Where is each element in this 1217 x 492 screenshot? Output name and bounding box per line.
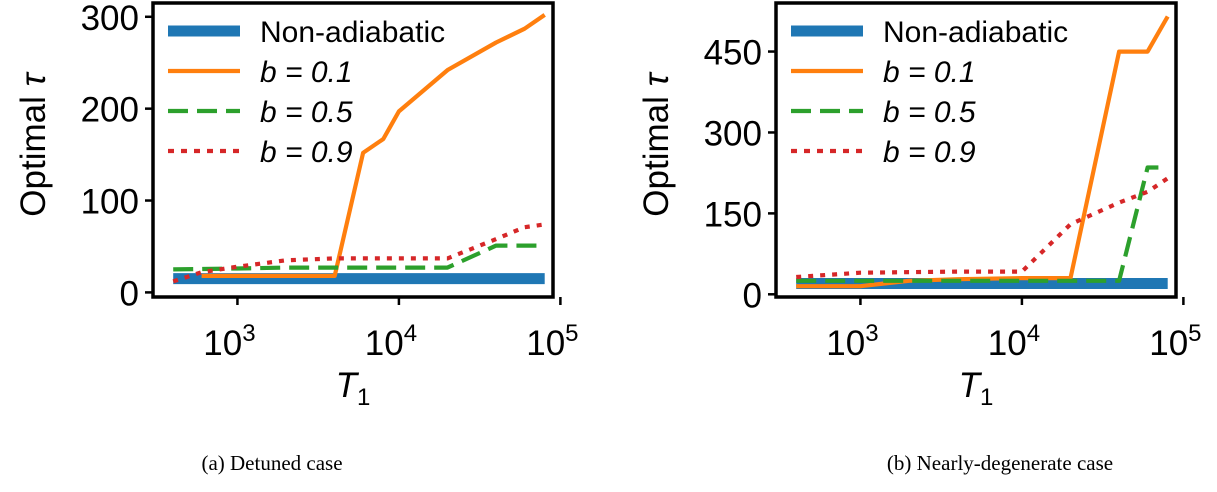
x-axis-label-sub: 1	[980, 384, 993, 411]
x-tick-exponent: 4	[404, 320, 417, 347]
x-tick-exponent: 3	[865, 320, 878, 347]
y-tick-label: 300	[704, 114, 762, 153]
x-axis-label-main: T	[959, 366, 983, 405]
legend-label: b = 0.9	[260, 136, 353, 169]
series-line-b-0-9	[172, 222, 545, 284]
x-axis-label-main: T	[336, 366, 360, 405]
y-tick-label: 150	[704, 195, 762, 234]
plot-frame	[774, 1, 1178, 299]
x-tick-exponent: 4	[1027, 320, 1040, 347]
y-axis-label: Optimal τ	[637, 71, 676, 216]
y-tick-label: 300	[81, 0, 139, 38]
x-tick-base: 10	[1149, 324, 1188, 363]
y-axis-label: Optimal τ	[14, 71, 53, 216]
x-axis-label-sub: 1	[357, 384, 370, 411]
x-tick-label: 105	[526, 320, 578, 363]
x-tick-label: 103	[203, 320, 255, 363]
x-tick-label: 103	[826, 320, 878, 363]
x-tick-exponent: 5	[565, 320, 578, 347]
y-tick-label: 450	[704, 34, 762, 73]
series-line-b-0-1	[201, 13, 546, 278]
legend-label: Non-adiabatic	[883, 16, 1068, 49]
y-tick-label: 0	[120, 274, 139, 313]
series-line-b-0-9	[796, 176, 1169, 280]
legend-label: b = 0.5	[260, 96, 353, 129]
y-axis-label-symbol: τ	[637, 71, 676, 86]
x-tick-base: 10	[988, 324, 1027, 363]
y-tick-label: 100	[81, 183, 139, 222]
series-line-b-0-1	[796, 15, 1170, 289]
x-tick-exponent: 5	[1188, 320, 1201, 347]
x-tick-base: 10	[365, 324, 404, 363]
y-axis-label-symbol: τ	[14, 71, 53, 86]
x-axis-label: T1	[336, 366, 371, 411]
y-tick-label: 200	[81, 91, 139, 130]
series-line-b-0-5	[173, 243, 545, 272]
x-tick-base: 10	[203, 324, 242, 363]
plot-frame	[151, 1, 555, 299]
y-axis-label-main: Optimal	[637, 86, 676, 216]
x-tick-exponent: 3	[242, 320, 255, 347]
x-tick-label: 104	[365, 320, 417, 363]
series-line-b-0-5	[796, 165, 1159, 283]
x-tick-label: 105	[1149, 320, 1201, 363]
x-tick-base: 10	[526, 324, 565, 363]
legend: Non-adiabatic b = 0.1 b = 0.5 b = 0.9	[168, 16, 445, 169]
x-tick-label: 104	[988, 320, 1040, 363]
figure-caption: (a) Detuned case	[201, 451, 342, 475]
y-axis-label-main: Optimal	[14, 86, 53, 216]
legend-label: b = 0.5	[883, 96, 976, 129]
legend-label: b = 0.1	[260, 56, 353, 89]
x-tick-base: 10	[826, 324, 865, 363]
legend: Non-adiabatic b = 0.1 b = 0.5 b = 0.9	[791, 16, 1068, 169]
figure-caption: (b) Nearly-degenerate case	[887, 451, 1113, 475]
legend-label: b = 0.1	[883, 56, 976, 89]
legend-label: Non-adiabatic	[260, 16, 445, 49]
y-tick-label: 0	[743, 276, 762, 315]
legend-label: b = 0.9	[883, 136, 976, 169]
x-axis-label: T1	[959, 366, 994, 411]
